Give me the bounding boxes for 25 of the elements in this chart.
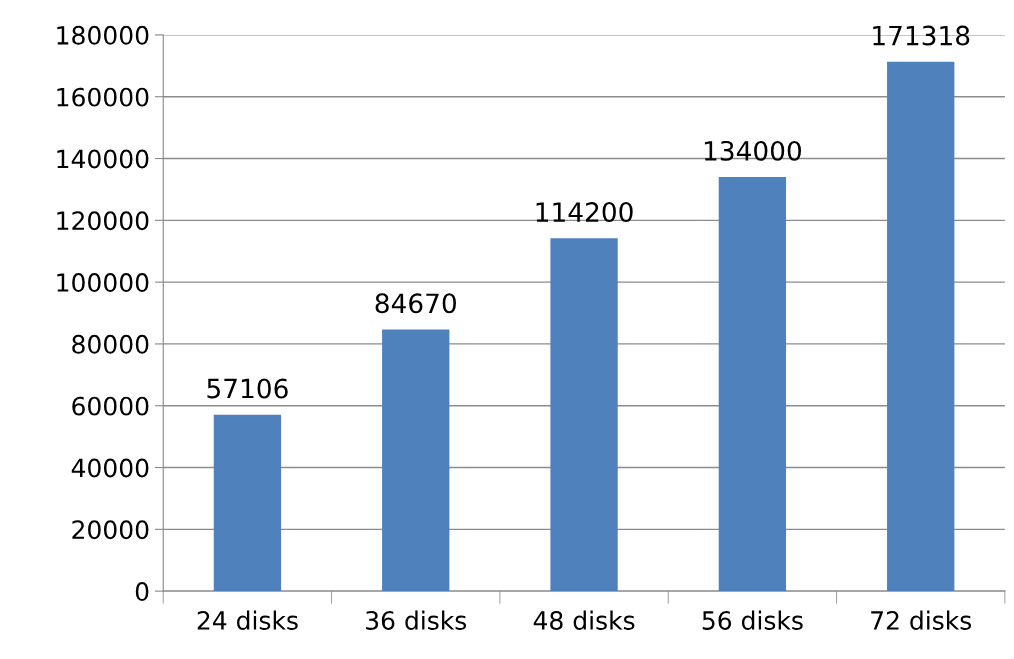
bar: [550, 238, 618, 592]
x-tick-label: 48 disks: [533, 610, 635, 630]
y-tick-label: 0: [135, 582, 149, 601]
bar: [382, 329, 450, 592]
y-tick-label: 160000: [57, 87, 149, 107]
data-label: 134000: [704, 140, 801, 161]
y-tick-label: 40000: [71, 458, 149, 478]
y-tick-label: 80000: [72, 334, 149, 354]
y-tick-label: 20000: [72, 520, 149, 540]
bar: [718, 177, 787, 592]
x-tick-label: 24 disks: [197, 610, 298, 630]
y-tick-label: 120000: [57, 211, 149, 231]
data-label: 114200: [536, 202, 633, 223]
bar: [887, 61, 955, 592]
y-tick-label: 60000: [72, 396, 149, 416]
y-tick-label: 140000: [57, 149, 149, 169]
data-label: 171318: [873, 25, 970, 46]
data-label: 84670: [375, 293, 456, 314]
y-tick-label: 180000: [57, 25, 149, 45]
x-tick-label: 36 disks: [366, 610, 467, 630]
bar: [213, 414, 282, 592]
data-label: 57106: [207, 378, 288, 399]
x-tick-label: 56 disks: [702, 610, 803, 630]
x-tick-label: 72 disks: [871, 610, 972, 630]
y-tick-label: 100000: [57, 273, 149, 292]
